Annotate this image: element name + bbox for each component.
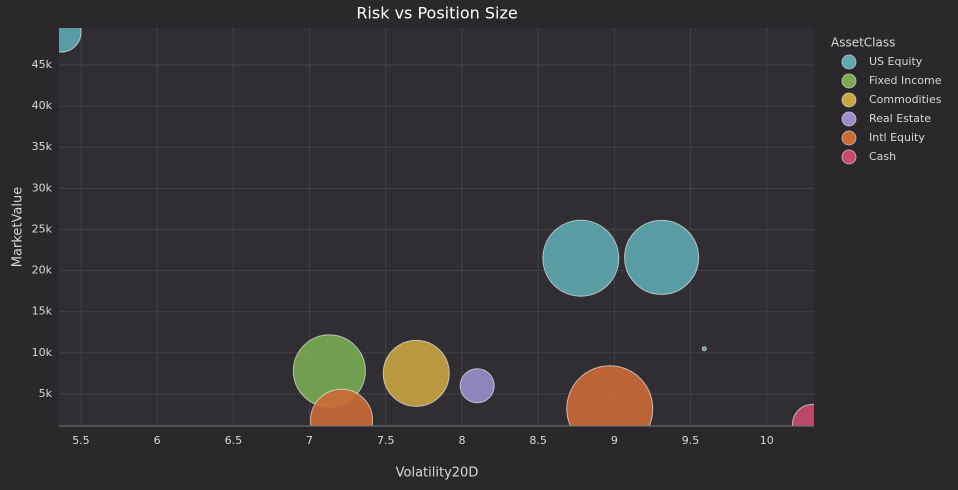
bubble — [791, 403, 814, 426]
bubble — [310, 388, 374, 426]
y-tick-label: 40k — [32, 99, 53, 112]
bubble — [566, 365, 654, 426]
bubble — [459, 368, 495, 404]
legend-swatch — [841, 149, 857, 165]
legend-label: US Equity — [869, 55, 923, 68]
y-tick-label: 15k — [32, 305, 53, 318]
chart-title: Risk vs Position Size — [356, 4, 517, 23]
x-tick-label: 8 — [458, 434, 465, 447]
x-tick-label: 7.5 — [377, 434, 395, 447]
bubble — [701, 346, 707, 352]
legend-swatch — [841, 54, 857, 70]
y-tick-label: 45k — [32, 58, 53, 71]
legend-title: AssetClass — [831, 36, 895, 50]
bubble — [542, 219, 620, 297]
y-tick-label: 10k — [32, 346, 53, 359]
y-tick-label: 20k — [32, 264, 53, 277]
x-tick-label: 9 — [611, 434, 618, 447]
y-tick-label: 25k — [32, 222, 53, 235]
legend-label: Fixed Income — [869, 74, 942, 87]
bubble — [624, 219, 700, 295]
x-tick-label: 8.5 — [529, 434, 547, 447]
y-axis-title: MarketValue — [11, 187, 26, 267]
legend-swatch — [841, 92, 857, 108]
bubble — [382, 339, 450, 407]
legend-swatch — [841, 111, 857, 127]
bubble — [59, 28, 82, 53]
y-tick-label: 30k — [32, 181, 53, 194]
x-tick-label: 10 — [760, 434, 774, 447]
x-tick-label: 9.5 — [682, 434, 700, 447]
y-tick-label: 5k — [39, 387, 53, 400]
legend-label: Cash — [869, 150, 896, 163]
legend-label: Real Estate — [869, 112, 931, 125]
x-tick-label: 5.5 — [72, 434, 90, 447]
legend-swatch — [841, 73, 857, 89]
legend-label: Commodities — [869, 93, 942, 106]
legend-label: Intl Equity — [869, 131, 925, 144]
y-tick-label: 35k — [32, 140, 53, 153]
x-tick-label: 7 — [306, 434, 313, 447]
x-tick-label: 6 — [154, 434, 161, 447]
x-axis-title: Volatility20D — [396, 466, 479, 481]
legend-swatch — [841, 130, 857, 146]
x-tick-label: 6.5 — [225, 434, 243, 447]
